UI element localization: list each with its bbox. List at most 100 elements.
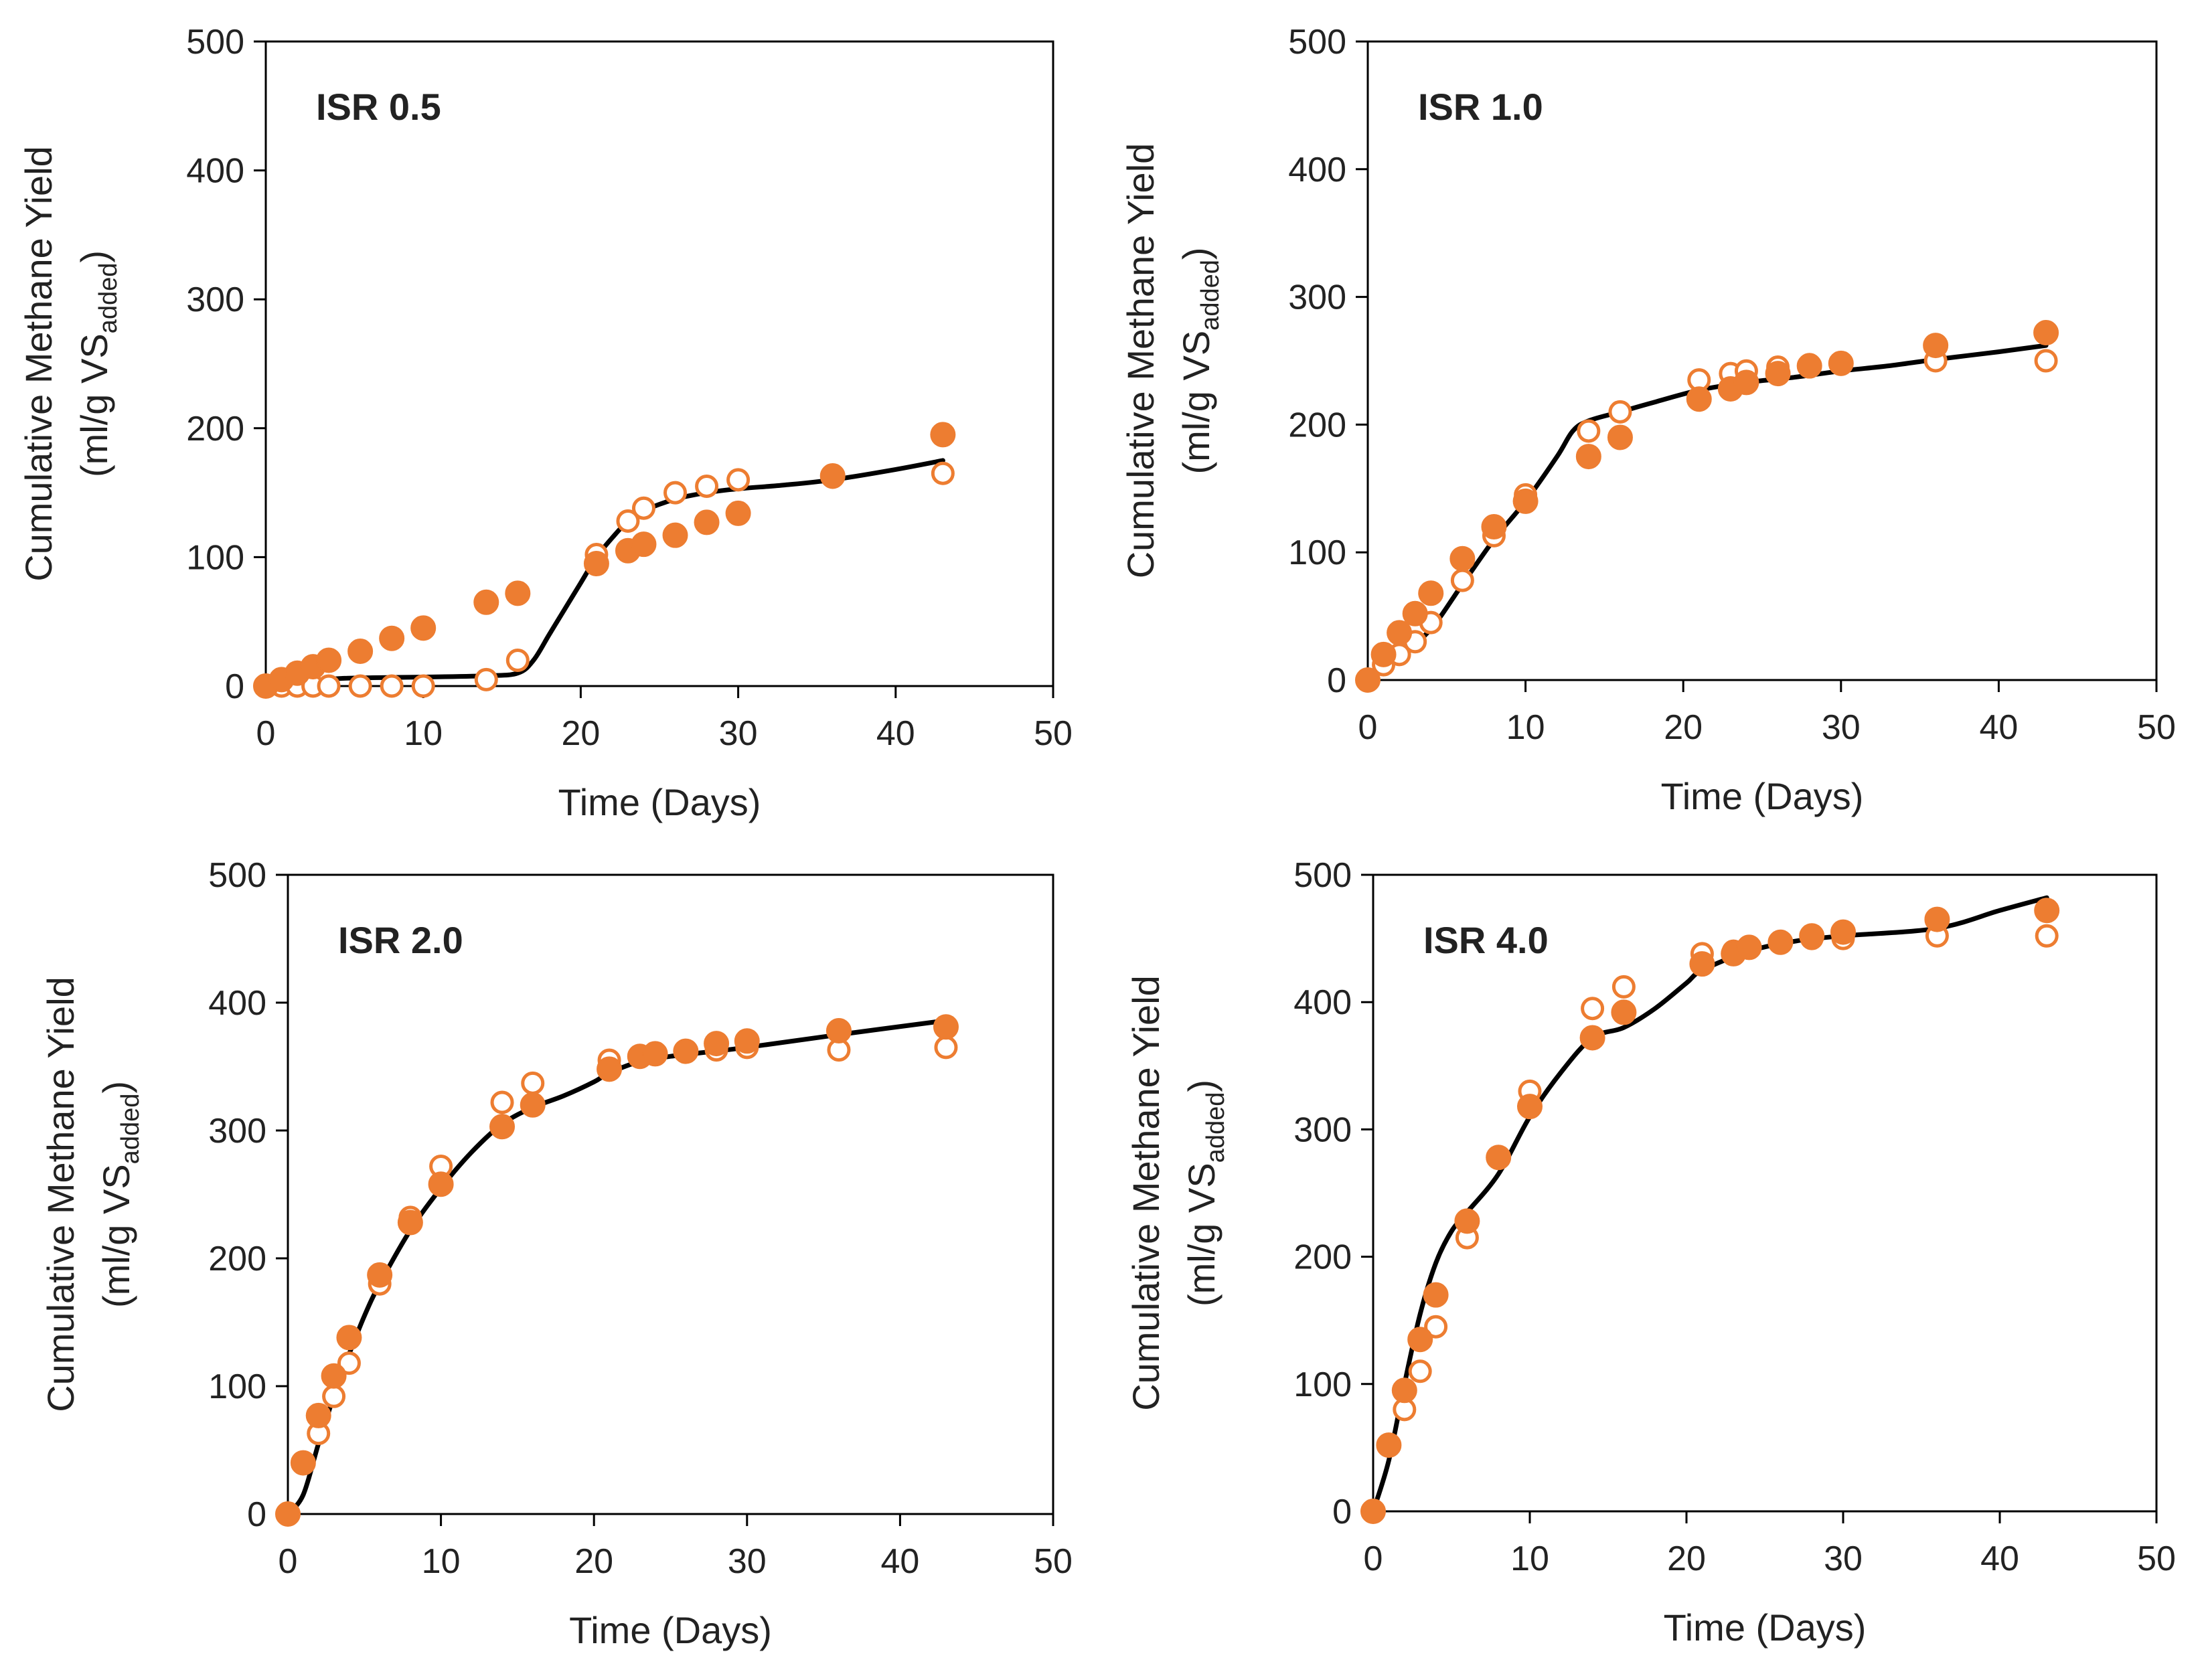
chart-title: ISR 0.5 [316, 86, 441, 128]
x-tick-label: 20 [1667, 1539, 1706, 1578]
y-axis-units-subscript: added [94, 263, 123, 334]
y-axis-units-main: (ml/g VS [73, 333, 115, 477]
filled-marker [379, 625, 405, 651]
y-tick-label: 400 [186, 152, 244, 191]
y-axis-units-subscript: added [1202, 1092, 1230, 1163]
x-tick-label: 0 [1364, 1539, 1383, 1578]
filled-marker [520, 1092, 546, 1118]
filled-marker [662, 522, 688, 548]
y-tick-label: 0 [247, 1495, 266, 1534]
x-tick-label: 40 [1979, 708, 2018, 747]
filled-marker [1517, 1094, 1543, 1120]
filled-marker [1407, 1327, 1433, 1353]
open-marker [521, 1071, 545, 1095]
filled-marker [1418, 580, 1444, 606]
x-axis-label: Time (Days) [1664, 1606, 1867, 1649]
filled-marker [1736, 934, 1762, 960]
open-marker [317, 674, 341, 698]
open-marker [337, 1351, 361, 1375]
open-marker [348, 674, 372, 698]
x-tick-label: 20 [1664, 708, 1703, 747]
open-marker [1424, 1315, 1448, 1339]
open-marker [411, 674, 435, 698]
x-tick-label: 50 [2137, 1539, 2176, 1578]
open-marker [322, 1384, 346, 1408]
y-axis-units-main: (ml/g VS [1175, 331, 1217, 475]
y-axis-units-subscript: added [1196, 260, 1225, 331]
chart-title: ISR 2.0 [338, 919, 463, 961]
filled-marker [631, 531, 657, 558]
y-tick-label: 300 [208, 1112, 266, 1151]
x-tick-label: 0 [1358, 708, 1378, 747]
open-marker [663, 481, 688, 505]
x-tick-label: 40 [880, 1542, 919, 1581]
y-tick-label: 300 [1293, 1110, 1352, 1149]
x-axis-label: Time (Days) [1661, 775, 1864, 817]
x-tick-label: 10 [404, 714, 443, 753]
filled-marker [321, 1363, 347, 1389]
y-axis-label: Cumulative Methane Yield [40, 977, 82, 1412]
filled-marker [673, 1038, 699, 1064]
open-marker [380, 674, 404, 698]
x-axis-label: Time (Days) [558, 781, 761, 823]
filled-marker [1481, 514, 1507, 540]
plot-frame [287, 873, 1054, 1515]
filled-marker [1830, 919, 1856, 945]
filled-marker [1391, 1377, 1417, 1404]
y-tick-label: 0 [225, 667, 244, 706]
x-tick-label: 20 [574, 1542, 613, 1581]
filled-marker [1402, 600, 1428, 626]
plot-frame [264, 40, 1054, 687]
open-marker [1450, 568, 1474, 592]
filled-marker [819, 463, 846, 489]
filled-marker [1611, 999, 1637, 1025]
x-tick-label: 30 [1824, 1539, 1863, 1578]
filled-marker [1355, 667, 1381, 693]
filled-marker [704, 1031, 730, 1057]
y-axis-label: Cumulative Methane Yield [1119, 143, 1162, 579]
filled-marker [1767, 929, 1794, 955]
filled-marker [1512, 488, 1539, 514]
filled-marker [473, 589, 499, 615]
filled-marker [1376, 1432, 1402, 1458]
open-marker [931, 461, 955, 485]
plot-frame [1366, 40, 2158, 681]
y-tick-label: 200 [1288, 406, 1346, 444]
open-marker [1611, 975, 1636, 999]
x-axis-label: Time (Days) [569, 1609, 772, 1651]
filled-marker [1370, 641, 1397, 667]
y-axis-units: (ml/g VSadded) [95, 1081, 145, 1308]
open-marker [616, 509, 640, 533]
open-marker [2035, 924, 2059, 948]
open-marker [505, 648, 530, 672]
filled-marker [1923, 333, 1949, 359]
y-tick-label: 100 [186, 538, 244, 577]
chart-title: ISR 4.0 [1423, 919, 1549, 961]
filled-marker [316, 647, 342, 673]
chart-panel-4: 0 100 200 300 400 500 0 10 20 30 40 50 Time (Days) Cu… [1125, 856, 2176, 1649]
x-tick-label: 50 [2137, 708, 2176, 747]
filled-marker [583, 551, 609, 577]
open-marker [1408, 1359, 1432, 1383]
filled-marker [1579, 1025, 1605, 1051]
y-tick-label: 300 [186, 280, 244, 319]
chart-panel-2: 0 100 200 300 400 500 0 10 20 30 40 50 Time (Days) Cu… [1119, 23, 2176, 817]
y-axis-units: (ml/g VSadded) [73, 250, 123, 477]
filled-marker [290, 1450, 316, 1476]
filled-marker [694, 509, 720, 535]
fit-line [1370, 895, 2049, 1514]
x-tick-label: 10 [1506, 708, 1545, 747]
open-marker [726, 468, 751, 492]
x-tick-label: 10 [1510, 1539, 1549, 1578]
chart-panel-3: 0 100 200 300 400 500 0 10 20 30 40 50 Time (Days) Cu… [40, 856, 1073, 1651]
y-axis-units-close: ) [95, 1081, 137, 1094]
open-marker [1577, 419, 1601, 443]
filled-marker [1449, 545, 1476, 572]
filled-marker [1686, 386, 1712, 412]
filled-marker [428, 1171, 454, 1197]
y-tick-label: 500 [1288, 23, 1346, 62]
x-tick-label: 50 [1034, 1542, 1073, 1581]
x-tick-label: 30 [1822, 708, 1861, 747]
x-tick-label: 50 [1034, 714, 1073, 753]
open-marker [695, 474, 719, 498]
